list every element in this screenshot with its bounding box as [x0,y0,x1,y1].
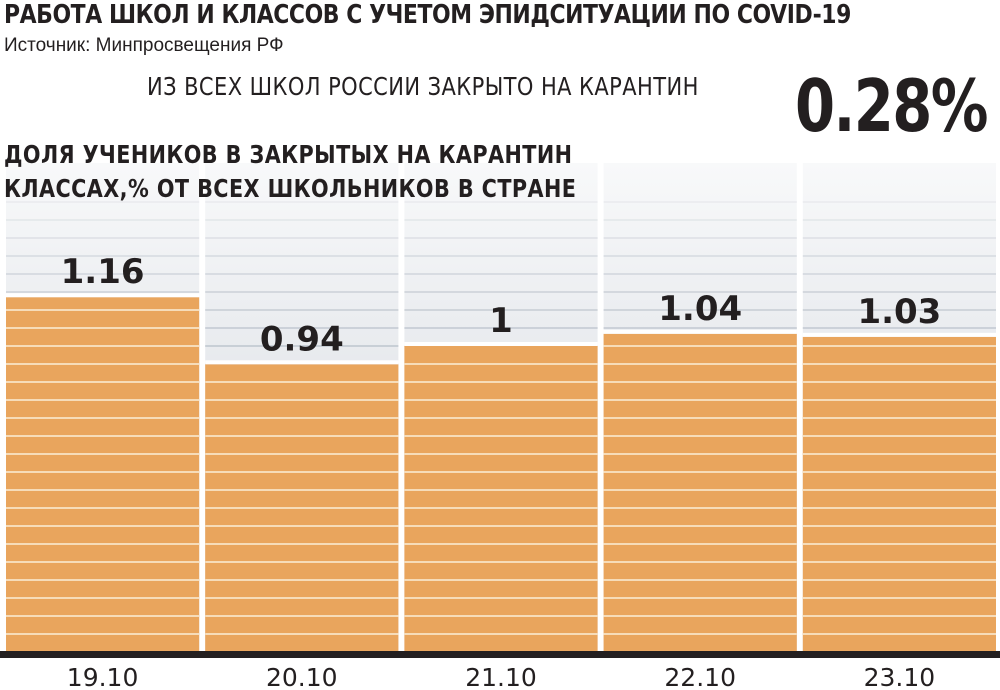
bar [6,293,200,651]
bar [205,360,399,651]
chart-title-line-1: ДОЛЯ УЧЕНИКОВ В ЗАКРЫТЫХ НА КАРАНТИН [4,140,573,169]
value-labels: 1.16 0.94 1 1.04 1.03 [61,252,942,359]
source-note: Источник: Минпросвещения РФ [4,35,284,56]
x-tick-label: 20.10 [266,663,338,690]
bar-value-label: 1.03 [857,292,941,332]
x-tick-label: 21.10 [465,663,537,690]
chart-title: ДОЛЯ УЧЕНИКОВ В ЗАКРЫТЫХ НА КАРАНТИН КЛА… [4,138,576,206]
headline-value: 0.28% [795,64,988,148]
bar [603,329,797,651]
bar-value-label: 1 [489,301,513,341]
baseline [0,651,1000,658]
headline-text: ИЗ ВСЕХ ШКОЛ РОССИИ ЗАКРЫТО НА КАРАНТИН [147,72,699,101]
x-tick-label: 23.10 [864,663,936,690]
bar-value-label: 0.94 [260,319,344,359]
bar-value-label: 1.04 [658,289,742,329]
bar [802,332,996,651]
x-axis-ticks: 19.10 20.10 21.10 22.10 23.10 [0,651,1000,690]
x-tick-label: 22.10 [664,663,736,690]
page-title: РАБОТА ШКОЛ И КЛАССОВ С УЧЕТОМ ЭПИДСИТУА… [4,0,851,30]
bar [404,342,598,651]
x-tick-label: 19.10 [67,663,139,690]
bar-value-label: 1.16 [61,252,145,292]
chart-title-line-2: КЛАССАХ,% ОТ ВСЕХ ШКОЛЬНИКОВ В СТРАНЕ [4,174,577,203]
bars [6,293,996,651]
